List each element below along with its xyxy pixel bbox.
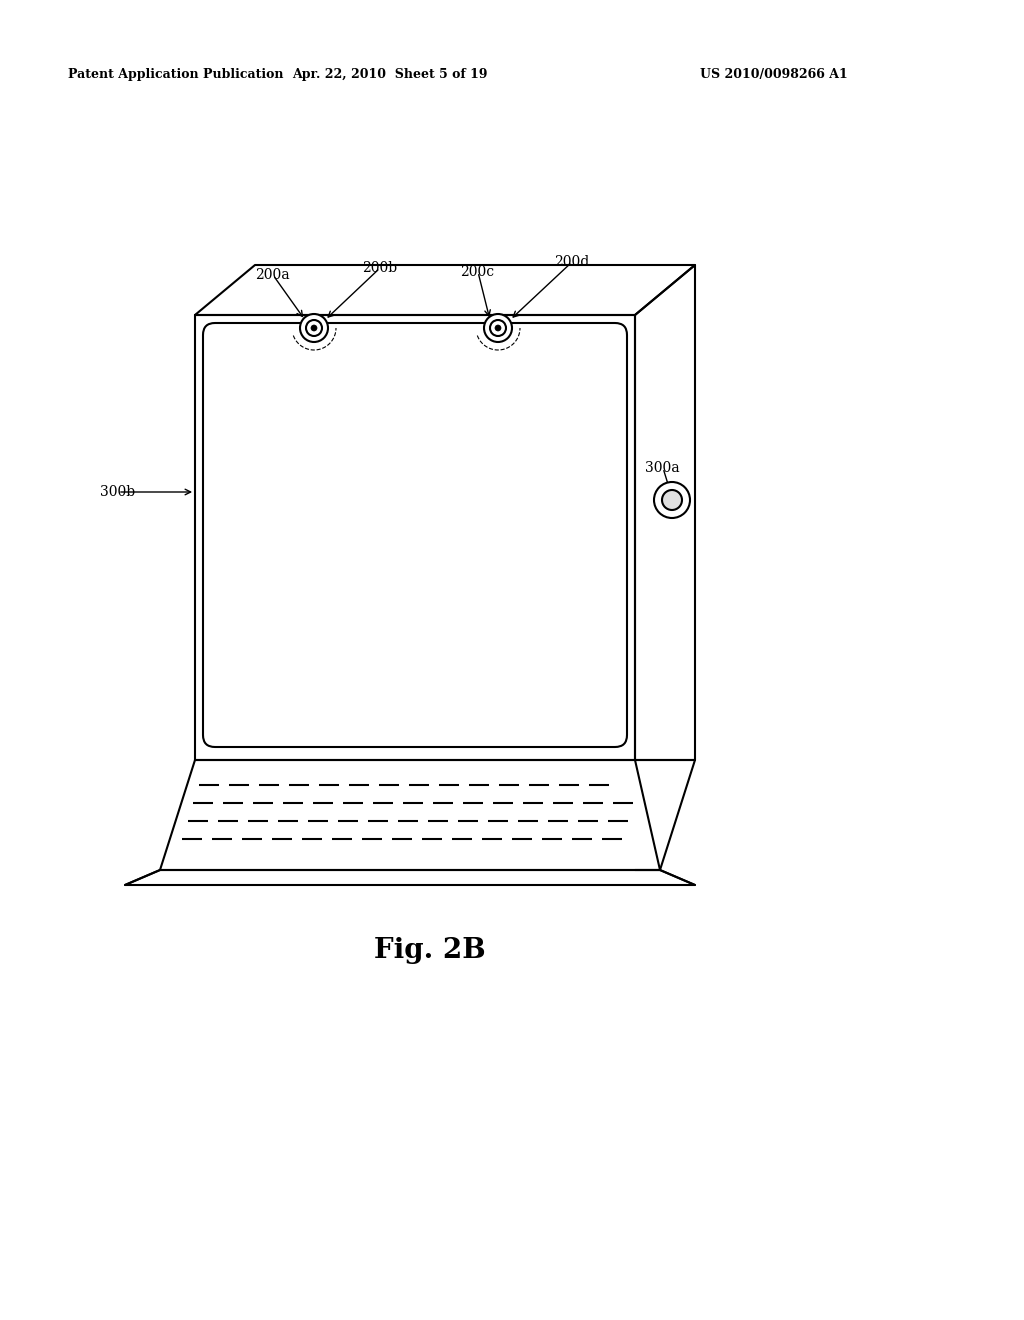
Circle shape bbox=[300, 314, 328, 342]
Circle shape bbox=[662, 490, 682, 510]
Text: 300a: 300a bbox=[645, 461, 680, 475]
Text: Apr. 22, 2010  Sheet 5 of 19: Apr. 22, 2010 Sheet 5 of 19 bbox=[292, 69, 487, 81]
Circle shape bbox=[495, 325, 501, 331]
Circle shape bbox=[306, 319, 322, 337]
Text: 200d: 200d bbox=[554, 255, 589, 269]
Text: Patent Application Publication: Patent Application Publication bbox=[68, 69, 284, 81]
Text: 300b: 300b bbox=[100, 484, 135, 499]
FancyBboxPatch shape bbox=[203, 323, 627, 747]
Text: US 2010/0098266 A1: US 2010/0098266 A1 bbox=[700, 69, 848, 81]
Circle shape bbox=[484, 314, 512, 342]
Text: 200a: 200a bbox=[255, 268, 290, 282]
Text: 200c: 200c bbox=[460, 265, 495, 279]
Circle shape bbox=[490, 319, 506, 337]
Circle shape bbox=[311, 325, 317, 331]
Text: Fig. 2B: Fig. 2B bbox=[374, 936, 485, 964]
Circle shape bbox=[654, 482, 690, 517]
Text: 200b: 200b bbox=[362, 261, 397, 275]
